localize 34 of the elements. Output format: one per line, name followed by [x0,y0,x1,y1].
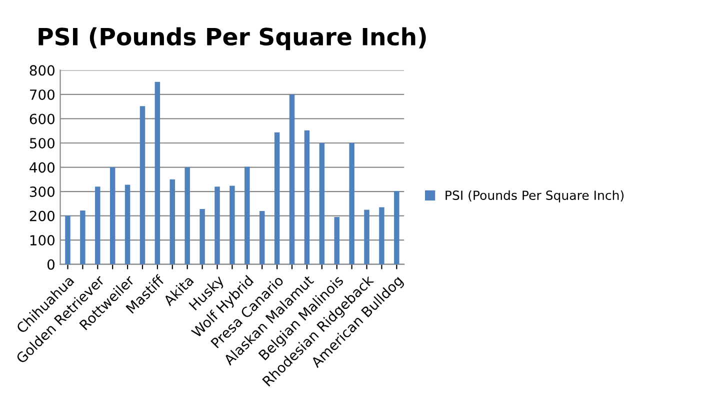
bar [244,166,250,264]
y-tick-label: 0 [47,259,54,270]
legend-label: PSI (Pounds Per Square Inch) [446,190,624,202]
y-tick-label: 600 [30,114,54,124]
y-tick-label: 100 [30,235,54,246]
bar [110,167,116,264]
y-tick-label: 400 [30,162,54,173]
bar [230,186,235,264]
bar [274,132,280,264]
y-tick-label: 200 [30,210,54,222]
bar [170,179,176,264]
bar [334,217,340,264]
bar [349,143,354,264]
y-tick-label: 500 [30,138,54,148]
bar [154,82,160,264]
chart-title: PSI (Pounds Per Square Inch) [38,27,426,50]
bar [289,94,295,264]
bar [394,191,400,264]
bar [140,106,146,264]
bar [379,207,384,264]
bar [319,143,325,264]
bar [259,210,265,264]
bar [364,210,370,264]
y-tick-label: 700 [30,89,54,100]
bar [65,216,70,264]
y-tick-label: 300 [30,186,54,198]
y-tick-label: 800 [30,65,54,76]
bar [200,209,205,264]
bar [214,186,220,264]
bar [80,210,86,264]
bar [95,186,100,264]
bar [304,130,310,264]
bar [184,167,190,264]
bar [124,184,130,264]
